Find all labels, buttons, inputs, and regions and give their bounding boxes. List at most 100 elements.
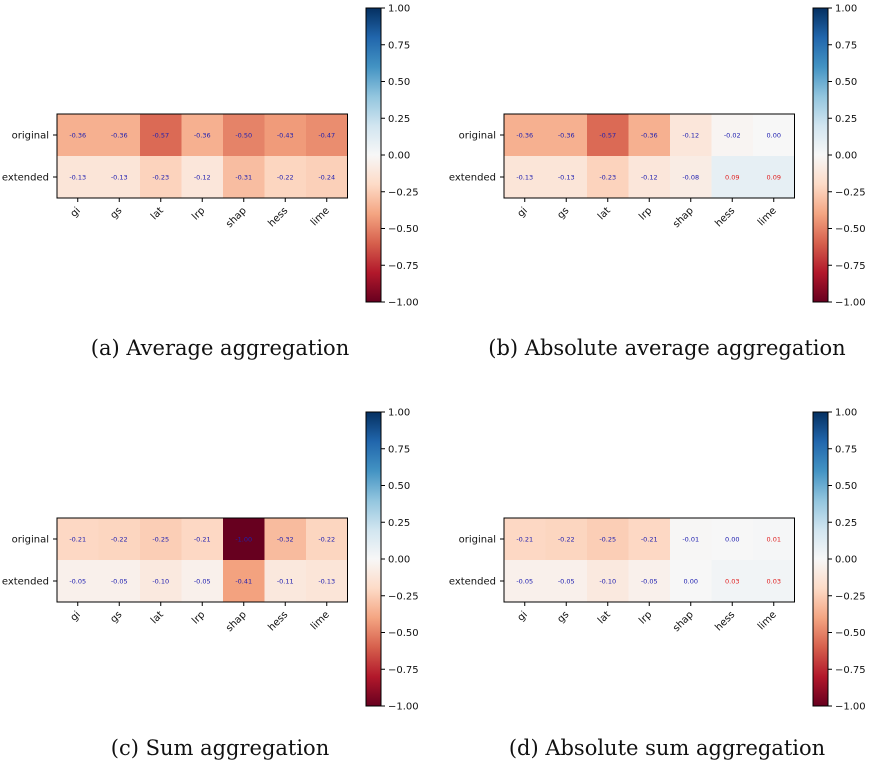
heatmap-cell-original-lime <box>306 114 348 157</box>
colorbar-tick-label: 0.00 <box>388 555 410 566</box>
cell-value-label: -0.13 <box>111 174 128 182</box>
colorbar-tick-label: 0.00 <box>835 151 857 162</box>
cell-value-label: -0.36 <box>69 132 86 140</box>
cell-value-label: -0.05 <box>516 578 533 586</box>
row-label-original: original <box>12 535 49 546</box>
cell-value-label: -0.13 <box>516 174 533 182</box>
colorbar-tick-label: −1.00 <box>835 702 866 713</box>
row-label-extended: extended <box>449 577 496 588</box>
heatmap-cell-extended-gs <box>98 156 141 199</box>
column-label-gi: gi <box>69 205 83 219</box>
colorbar-tick-label: −0.50 <box>835 224 866 235</box>
heatmap-cell-extended-lime <box>753 156 795 199</box>
caption-d: (d) Absolute sum aggregation <box>508 736 826 760</box>
row-label-original: original <box>12 131 49 142</box>
cell-value-label: -0.12 <box>194 174 211 182</box>
heatmap-cell-extended-gi <box>504 560 546 603</box>
cell-value-label: -0.25 <box>599 536 616 544</box>
cell-value-label: -0.11 <box>277 578 294 586</box>
column-label-gi: gi <box>516 205 530 219</box>
cell-value-label: -0.22 <box>277 174 294 182</box>
heatmap-cell-extended-gi <box>504 156 546 199</box>
cell-value-label: 0.09 <box>725 174 739 182</box>
colorbar-tick-label: 0.25 <box>388 518 410 529</box>
cell-value-label: -0.21 <box>641 536 658 544</box>
cell-value-label: -0.21 <box>516 536 533 544</box>
heatmap-cell-original-gs <box>545 114 588 157</box>
colorbar-tick-label: −1.00 <box>388 702 419 713</box>
column-label-shap: shap <box>224 205 249 230</box>
column-label-lime: lime <box>309 609 332 632</box>
heatmap-cell-extended-shap <box>670 156 712 199</box>
cell-value-label: -0.21 <box>194 536 211 544</box>
heatmap-cell-extended-gi <box>57 560 99 603</box>
cell-value-label: -0.22 <box>111 536 128 544</box>
column-label-hess: hess <box>266 609 290 633</box>
cell-value-label: -0.24 <box>318 174 335 182</box>
colorbar-tick-label: −0.75 <box>388 261 419 272</box>
colorbar-tick-label: 0.50 <box>388 77 410 88</box>
heatmap-cell-extended-gs <box>98 560 141 603</box>
cell-value-label: -0.13 <box>69 174 86 182</box>
heatmap-cell-original-lat <box>140 518 182 561</box>
cell-value-label: 0.00 <box>725 536 739 544</box>
colorbar-tick-label: −0.50 <box>388 224 419 235</box>
cell-value-label: -0.08 <box>682 174 699 182</box>
heatmap-cell-extended-lrp <box>628 560 671 603</box>
column-label-lrp: lrp <box>637 205 654 222</box>
heatmap-cell-extended-lrp <box>181 560 224 603</box>
colorbar-tick-label: 1.00 <box>388 4 410 15</box>
colorbar-tick-label: 0.75 <box>835 444 857 455</box>
column-label-lrp: lrp <box>190 205 207 222</box>
heatmap-cell-original-gs <box>545 518 588 561</box>
cell-value-label: 0.00 <box>767 132 781 140</box>
colorbar-tick-label: −1.00 <box>835 298 866 309</box>
column-label-lime: lime <box>756 205 779 228</box>
heatmap-cell-extended-lat <box>587 156 629 199</box>
cell-value-label: 0.01 <box>767 536 781 544</box>
heatmap-cell-original-hess <box>264 114 307 157</box>
cell-value-label: -0.02 <box>724 132 741 140</box>
heatmap-chart-c: -0.21 -0.22 -0.25 -0.21 -1.00 -0.32 -0.22 -0.05… <box>2 408 419 713</box>
cell-value-label: -0.43 <box>277 132 294 140</box>
colorbar-tick-label: −0.25 <box>835 187 866 198</box>
cell-value-label: -0.57 <box>152 132 169 140</box>
colorbar-tick-label: −0.25 <box>388 187 419 198</box>
column-label-gs: gs <box>555 609 571 625</box>
cell-value-label: -0.10 <box>599 578 616 586</box>
heatmap-cell-extended-lat <box>140 156 182 199</box>
heatmap-cell-extended-hess <box>264 560 307 603</box>
cell-value-label: -0.36 <box>558 132 575 140</box>
heatmap-cell-extended-gs <box>545 560 588 603</box>
heatmap-cell-extended-hess <box>264 156 307 199</box>
heatmap-cell-original-lrp <box>181 518 224 561</box>
heatmap-chart-b: -0.36 -0.36 -0.57 -0.36 -0.12 -0.02 0.00 -0.13 -… <box>449 4 866 309</box>
cell-value-label: -0.22 <box>558 536 575 544</box>
heatmap-cell-extended-lat <box>140 560 182 603</box>
heatmap-cell-extended-hess <box>711 156 754 199</box>
colorbar-tick-label: 0.75 <box>388 444 410 455</box>
heatmap-cell-extended-lrp <box>628 156 671 199</box>
heatmap-cell-original-shap <box>670 114 712 157</box>
cell-value-label: -0.13 <box>318 578 335 586</box>
cell-value-label: -0.12 <box>641 174 658 182</box>
cell-value-label: -0.36 <box>111 132 128 140</box>
column-label-lrp: lrp <box>637 609 654 626</box>
colorbar-tick-label: −0.75 <box>835 261 866 272</box>
heatmap-chart-a: -0.36 -0.36 -0.57 -0.36 -0.50 -0.43 -0.47 -0.13… <box>2 4 419 309</box>
cell-value-label: 0.03 <box>767 578 781 586</box>
colorbar-tick-label: −0.25 <box>835 591 866 602</box>
cell-value-label: 0.09 <box>767 174 781 182</box>
colorbar-tick-label: −0.50 <box>835 628 866 639</box>
colorbar-tick-label: 1.00 <box>388 408 410 419</box>
column-label-lime: lime <box>309 205 332 228</box>
heatmap-cell-original-hess <box>264 518 307 561</box>
heatmap-cell-extended-gs <box>545 156 588 199</box>
column-label-lat: lat <box>149 609 166 626</box>
heatmap-cell-extended-lrp <box>181 156 224 199</box>
caption-b: (b) Absolute average aggregation <box>488 336 846 360</box>
cell-value-label: -0.41 <box>235 578 252 586</box>
heatmap-cell-original-hess <box>711 114 754 157</box>
colorbar-tick-label: 0.50 <box>388 481 410 492</box>
row-label-extended: extended <box>2 173 49 184</box>
